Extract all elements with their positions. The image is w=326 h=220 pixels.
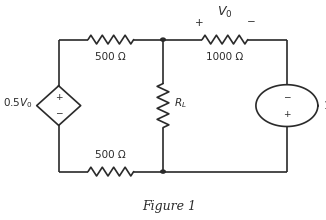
Text: 12 V: 12 V	[324, 101, 326, 111]
Text: −: −	[55, 109, 63, 118]
Text: +: +	[283, 110, 291, 119]
Text: 500 Ω: 500 Ω	[96, 52, 126, 62]
Circle shape	[161, 170, 165, 173]
Text: $0.5V_0$: $0.5V_0$	[3, 96, 32, 110]
Text: Figure 1: Figure 1	[142, 200, 197, 213]
Text: +: +	[195, 18, 203, 28]
Text: $V_0$: $V_0$	[217, 5, 233, 20]
Circle shape	[161, 38, 165, 41]
Text: −: −	[247, 18, 255, 28]
Text: $R_L$: $R_L$	[174, 97, 187, 110]
Text: −: −	[283, 92, 291, 101]
Text: 1000 Ω: 1000 Ω	[206, 52, 244, 62]
Text: +: +	[55, 93, 63, 102]
Text: 500 Ω: 500 Ω	[96, 150, 126, 160]
